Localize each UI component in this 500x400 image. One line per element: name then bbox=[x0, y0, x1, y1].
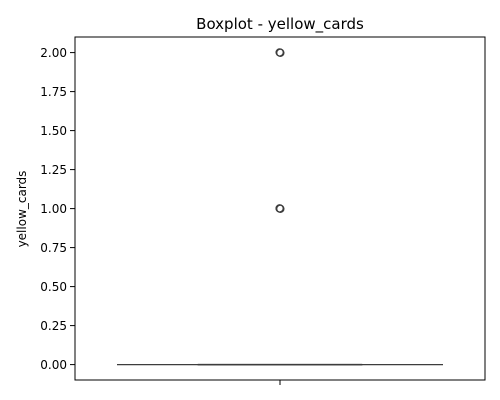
chart-title: Boxplot - yellow_cards bbox=[196, 15, 364, 34]
y-tick-label: 0.25 bbox=[40, 319, 67, 333]
y-tick-label: 2.00 bbox=[40, 46, 67, 60]
y-tick-label: 1.25 bbox=[40, 163, 67, 177]
y-tick-label: 0.00 bbox=[40, 358, 67, 372]
y-axis-label: yellow_cards bbox=[15, 171, 29, 248]
y-tick-label: 1.75 bbox=[40, 85, 67, 99]
y-tick-label: 0.50 bbox=[40, 280, 67, 294]
plot-area: 0.00 0.25 0.50 0.75 1.00 1.25 1.50 1.75 2.00 bbox=[40, 46, 443, 385]
axes-frame bbox=[75, 37, 485, 380]
y-tick-label: 1.50 bbox=[40, 124, 67, 138]
y-tick-label: 0.75 bbox=[40, 241, 67, 255]
y-tick-label: 1.00 bbox=[40, 202, 67, 216]
